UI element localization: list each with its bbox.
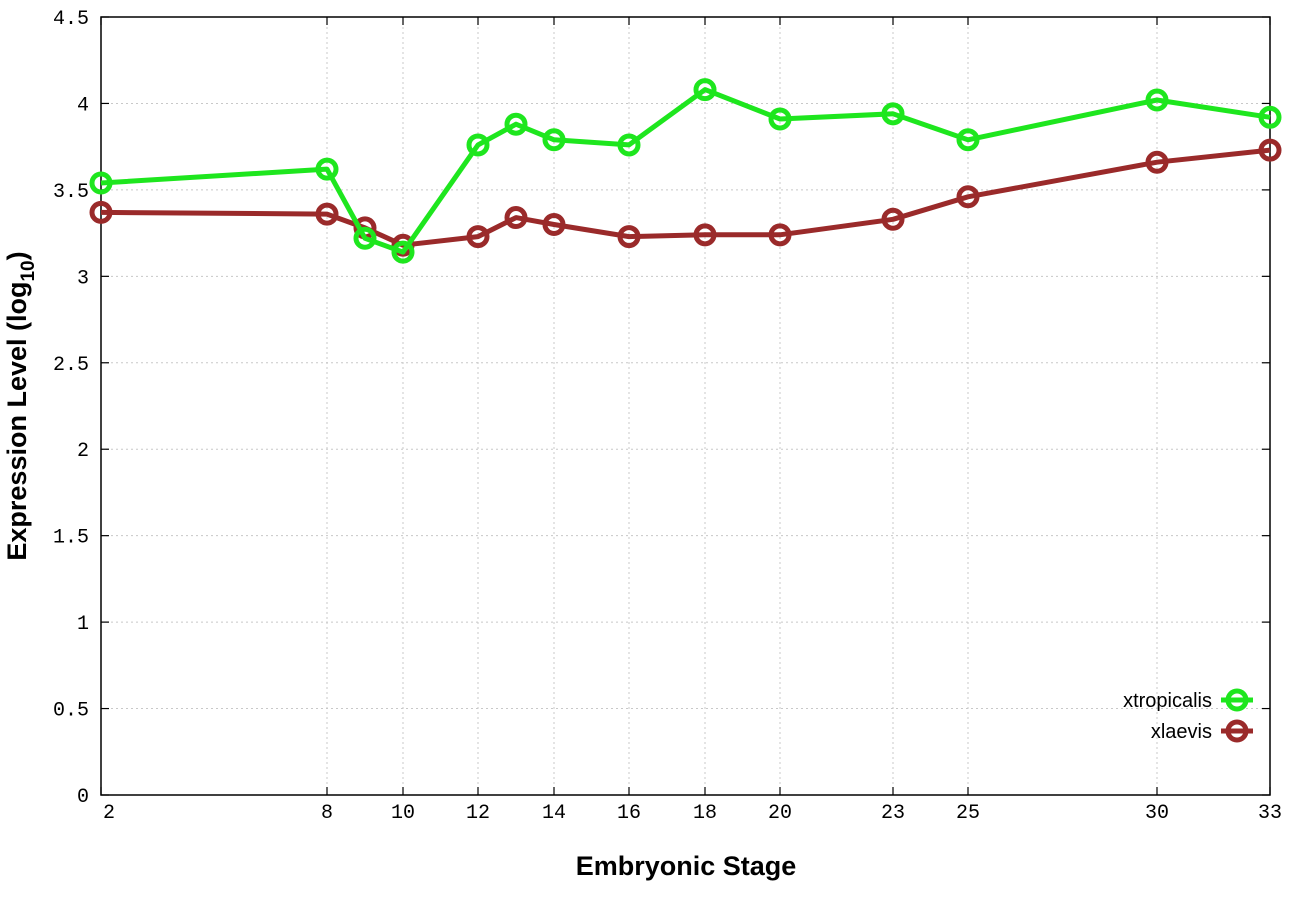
- data-point-xlaevis: [768, 223, 792, 247]
- data-point-xtropicalis: [504, 112, 528, 136]
- y-axis-title-subscript: 10: [18, 260, 39, 281]
- legend-item-xtropicalis: xtropicalis: [1123, 688, 1253, 712]
- data-point-xlaevis: [881, 207, 905, 231]
- y-tick-label: 0: [77, 786, 89, 809]
- x-tick-label: 20: [768, 802, 792, 825]
- data-point-xlaevis: [315, 202, 339, 226]
- y-tick-label: 1.5: [53, 527, 89, 550]
- tick-labels: 0 0.5 1 1.5 2 2.5 3 3.5 4 4.5 2 8 10 12 14 16 18 20 23 25 30…: [53, 8, 1282, 825]
- grid: [101, 17, 1270, 795]
- legend: xtropicalis xlaevis: [1123, 688, 1253, 743]
- data-point-xtropicalis: [466, 133, 490, 157]
- data-point-xtropicalis: [881, 102, 905, 126]
- data-point-xtropicalis: [315, 157, 339, 181]
- series-line-xtropicalis: [100, 87, 1271, 255]
- series-xtropicalis: [89, 78, 1282, 264]
- data-point-xlaevis: [1258, 138, 1282, 162]
- series-line-xlaevis: [100, 147, 1271, 248]
- y-axis-title: Expression Level (log10): [2, 251, 39, 560]
- data-point-xtropicalis: [956, 128, 980, 152]
- x-axis-title: Embryonic Stage: [576, 851, 797, 881]
- data-point-xlaevis: [466, 225, 490, 249]
- data-point-xlaevis: [956, 185, 980, 209]
- series-layer: [89, 78, 1282, 264]
- data-point-xtropicalis: [693, 78, 717, 102]
- data-point-xtropicalis: [1145, 88, 1169, 112]
- legend-label: xlaevis: [1151, 721, 1212, 743]
- x-tick-label: 30: [1145, 802, 1169, 825]
- data-point-xtropicalis: [353, 226, 377, 250]
- legend-label: xtropicalis: [1123, 690, 1212, 712]
- y-tick-label: 4: [77, 94, 89, 117]
- x-tick-label: 25: [956, 802, 980, 825]
- data-point-xtropicalis: [542, 128, 566, 152]
- data-point-xlaevis: [1145, 150, 1169, 174]
- legend-marker: [1225, 719, 1249, 743]
- data-point-xlaevis: [504, 206, 528, 230]
- data-point-xtropicalis: [391, 240, 415, 264]
- y-tick-label: 3: [77, 267, 89, 290]
- y-tick-label: 4.5: [53, 8, 89, 31]
- data-point-xtropicalis: [89, 171, 113, 195]
- legend-item-xlaevis: xlaevis: [1151, 719, 1253, 743]
- x-tick-label: 18: [693, 802, 717, 825]
- y-tick-label: 0.5: [53, 700, 89, 723]
- legend-marker: [1225, 688, 1249, 712]
- y-tick-label: 1: [77, 613, 89, 636]
- data-point-xlaevis: [542, 212, 566, 236]
- x-tick-label: 12: [466, 802, 490, 825]
- data-point-xtropicalis: [768, 107, 792, 131]
- data-point-xlaevis: [89, 200, 113, 224]
- y-tick-label: 2.5: [53, 354, 89, 377]
- y-axis-title-main: Expression Level (log: [2, 282, 32, 561]
- x-tick-label: 8: [321, 802, 333, 825]
- x-tick-label: 14: [542, 802, 566, 825]
- x-tick-label: 23: [881, 802, 905, 825]
- data-point-xlaevis: [617, 225, 641, 249]
- data-point-xlaevis: [693, 223, 717, 247]
- x-tick-label: 33: [1258, 802, 1282, 825]
- x-tick-label: 16: [617, 802, 641, 825]
- y-tick-label: 2: [77, 440, 89, 463]
- axis-ticks: [100, 16, 1271, 796]
- data-point-xtropicalis: [617, 133, 641, 157]
- x-tick-label: 2: [103, 802, 115, 825]
- y-axis-title-suffix: ): [2, 251, 32, 260]
- series-xlaevis: [89, 138, 1282, 257]
- x-tick-label: 10: [391, 802, 415, 825]
- plot-frame: [100, 16, 1271, 796]
- data-point-xtropicalis: [1258, 105, 1282, 129]
- y-tick-label: 3.5: [53, 181, 89, 204]
